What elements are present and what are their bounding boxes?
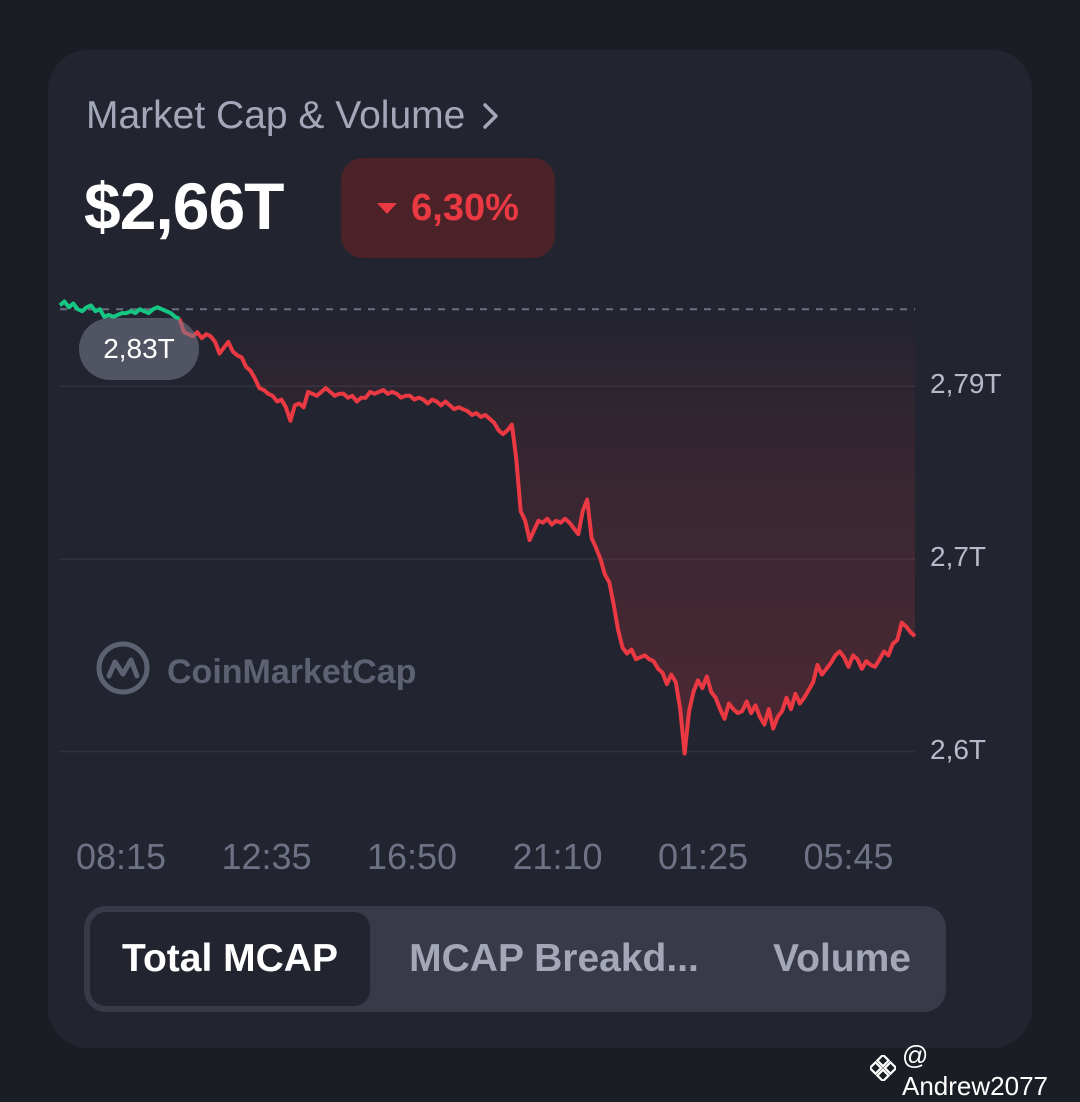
market-cap-line-above-baseline bbox=[58, 299, 181, 321]
change-badge: 6,30% bbox=[341, 158, 555, 258]
tab-mcap-breakdown[interactable]: MCAP Breakd... bbox=[409, 937, 699, 980]
start-value-tooltip: 2,83T bbox=[79, 318, 199, 380]
x-tick-label: 05:45 bbox=[803, 836, 894, 877]
x-tick-label: 01:25 bbox=[657, 836, 749, 877]
watermark-brand: CoinMarketCap bbox=[167, 653, 417, 691]
x-tick-label: 16:50 bbox=[366, 836, 458, 877]
x-tick-label: 21:10 bbox=[512, 836, 603, 877]
change-percent: 6,30% bbox=[411, 186, 519, 229]
market-cap-line bbox=[177, 318, 917, 756]
x-tick-label: 08:15 bbox=[75, 836, 167, 877]
area-fill bbox=[60, 301, 915, 754]
y-tick-label: 2,79T bbox=[930, 368, 1002, 400]
chevron-right-icon bbox=[481, 101, 501, 131]
tab-total-mcap[interactable]: Total MCAP bbox=[90, 912, 370, 1006]
header-title: Market Cap & Volume bbox=[86, 94, 466, 137]
coinmarketcap-logo-icon bbox=[95, 640, 151, 705]
caret-down-icon bbox=[377, 202, 398, 214]
total-market-cap-value: $2,66T bbox=[84, 169, 284, 243]
author-handle: @ Andrew2077 bbox=[902, 1040, 1048, 1101]
y-tick-label: 2,7T bbox=[930, 541, 987, 573]
chart-tabs: Total MCAP MCAP Breakd... Volume bbox=[84, 906, 946, 1012]
x-tick-label: 12:35 bbox=[221, 836, 312, 877]
binance-logo-icon bbox=[868, 1052, 898, 1088]
market-cap-volume-link[interactable]: Market Cap & Volume bbox=[86, 94, 501, 138]
y-tick-label: 2,6T bbox=[930, 733, 987, 765]
coinmarketcap-watermark: CoinMarketCap bbox=[95, 640, 416, 705]
author-credit: @ Andrew2077 bbox=[868, 1040, 1080, 1102]
tab-volume[interactable]: Volume bbox=[773, 937, 911, 980]
